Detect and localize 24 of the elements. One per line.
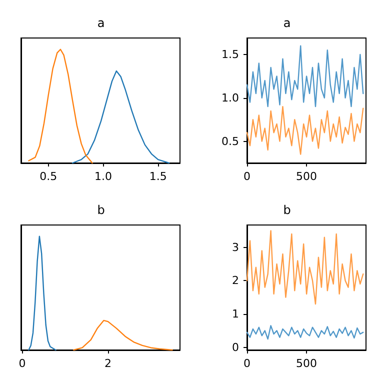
x-tick-label: 500	[296, 170, 318, 183]
chart-title: a	[97, 16, 105, 30]
chart-title: b	[283, 203, 291, 217]
x-tick-label: 0	[244, 170, 250, 183]
y-tick-label: 0.5	[222, 134, 239, 148]
y-tick-label: 1.5	[222, 48, 239, 61]
x-tick-label: 0	[244, 357, 250, 370]
x-tick-label: 2	[104, 357, 112, 370]
chart-title: a	[283, 16, 291, 30]
x-tick-label: 0.5	[40, 170, 58, 183]
y-tick-label: 1.0	[222, 91, 239, 104]
y-tick-label: 0	[232, 340, 239, 354]
y-tick-label: 1	[232, 308, 239, 320]
x-tick-label: 500	[296, 357, 318, 370]
line-series	[246, 325, 364, 340]
y-tick-label: 2	[232, 274, 239, 288]
x-tick-label: 0	[18, 357, 26, 370]
line-series	[246, 230, 364, 305]
chart-title: b	[97, 203, 105, 217]
line-series	[246, 45, 364, 108]
x-tick-label: 1.0	[94, 170, 112, 183]
y-tick-label: 3	[232, 240, 239, 254]
line-series	[246, 106, 364, 155]
x-tick-label: 1.5	[149, 170, 167, 183]
